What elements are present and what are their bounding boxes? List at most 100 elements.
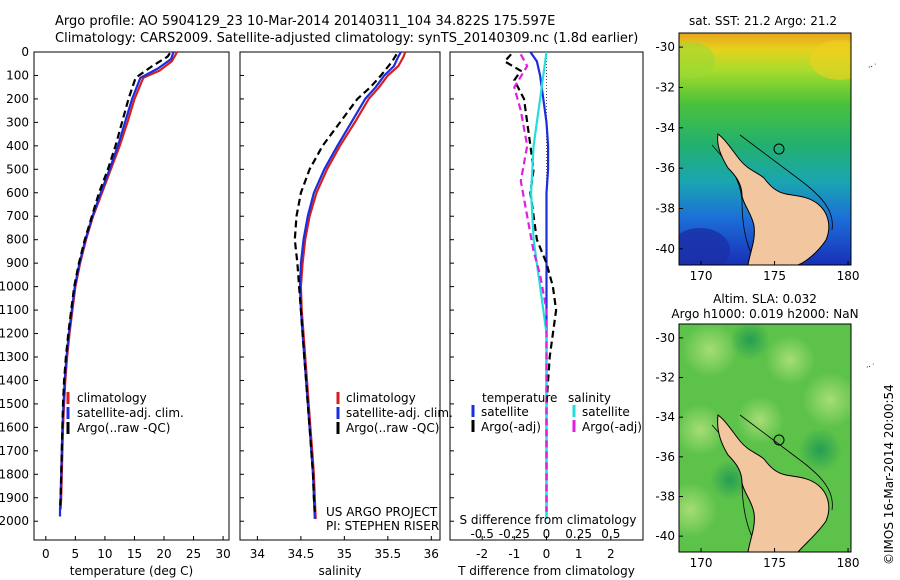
- x-tick-label: 10: [97, 547, 112, 561]
- series-line-temperature-argo-raw-qc-: [58, 52, 171, 510]
- legend-title-salinity: salinity: [568, 391, 611, 405]
- y-tick-label: 1100: [0, 303, 29, 317]
- sla-map-title-1: Altim. SLA: 0.032: [713, 292, 817, 306]
- legend-title-temperature: temperature: [482, 391, 557, 405]
- map-x-tick-label: 170: [690, 269, 713, 283]
- map-x-tick-label: 180: [837, 556, 860, 570]
- map-x-tick-label: 175: [763, 269, 786, 283]
- float-position-marker: [773, 143, 785, 155]
- temperature-plot-frame: [33, 51, 230, 541]
- map-y-tick-label: -34: [655, 410, 675, 424]
- island-dots: ·ˑ˙: [868, 63, 877, 72]
- credits-line-1: US ARGO PROJECT: [326, 505, 438, 519]
- header-line-2: Climatology: CARS2009. Satellite-adjuste…: [55, 31, 638, 46]
- no-data-strip: [853, 324, 877, 552]
- legend-label-argo: Argo(..raw -QC): [346, 421, 439, 435]
- x-tick-label-t: -2: [476, 547, 488, 561]
- series-line-salinity-satellite-adj-clim-: [298, 51, 402, 519]
- legend-label-t-satellite: satellite: [481, 405, 529, 419]
- salinity-axis-label: salinity: [318, 564, 361, 578]
- y-tick-label: 1500: [0, 397, 29, 411]
- sst-map: 170 175 180 -30 -32 -34 -36 -38 -40 ·ˑ˙: [655, 32, 877, 283]
- x-tick-label-s: -0.25: [499, 527, 530, 541]
- map-y-tick-label: -36: [655, 161, 675, 175]
- legend-label-argo: Argo(..raw -QC): [77, 421, 170, 435]
- y-tick-label: 1200: [0, 327, 29, 341]
- series-line-temperature-satellite-adj-clim-: [58, 51, 175, 517]
- y-tick-label: 0: [21, 45, 29, 59]
- y-tick-label: 1600: [0, 420, 29, 434]
- map-y-tick-label: -32: [655, 80, 675, 94]
- sst-map-ticks: 170 175 180 -30 -32 -34 -36 -38 -40: [655, 40, 859, 283]
- x-tick-label-t: 2: [607, 547, 615, 561]
- sla-map-ticks: 170 175 180 -30 -32 -34 -36 -38 -40: [655, 331, 859, 570]
- island-dots: ·ˑ˙: [866, 363, 875, 372]
- sst-map-frame: [678, 32, 852, 266]
- land-north-island: [717, 414, 830, 552]
- x-tick-label: 5: [72, 547, 80, 561]
- temperature-axis-label: temperature (deg C): [70, 564, 193, 578]
- x-tick-label-s: -0.5: [470, 527, 493, 541]
- x-tick-label: 35.5: [374, 547, 401, 561]
- t-difference-axis-label: T difference from climatology: [457, 564, 635, 578]
- salinity-legend: climatology satellite-adj. clim. Argo(..…: [336, 391, 453, 435]
- sst-map-title: sat. SST: 21.2 Argo: 21.2: [689, 14, 837, 28]
- map-y-tick-label: -36: [655, 450, 675, 464]
- axes-layer: 0100200300400500600700800900100011001200…: [0, 45, 635, 578]
- legend-label-climatology: climatology: [77, 391, 147, 405]
- sla-map: 170 175 180 -30 -32 -34 -36 -38 -40 ·ˑ˙: [655, 323, 877, 570]
- y-tick-label: 1800: [0, 467, 29, 481]
- y-tick-label: 700: [6, 209, 29, 223]
- sla-map-frame: [678, 323, 852, 553]
- map-y-tick-label: -38: [655, 202, 675, 216]
- series-line-differences-argo-adj--temperature: [503, 53, 558, 512]
- y-tick-label: 1400: [0, 373, 29, 387]
- x-tick-label: 34.5: [288, 547, 315, 561]
- y-tick-label: 800: [6, 233, 29, 247]
- y-tick-label: 1000: [0, 280, 29, 294]
- land-north-island: [717, 133, 830, 265]
- x-tick-label-t: -1: [508, 547, 520, 561]
- x-tick-label: 0: [42, 547, 50, 561]
- y-tick-label: 100: [6, 68, 29, 82]
- map-y-tick-label: -34: [655, 121, 675, 135]
- map-x-tick-label: 180: [837, 269, 860, 283]
- series-line-temperature-climatology: [59, 51, 178, 510]
- x-tick-label-t: 1: [575, 547, 583, 561]
- x-tick-label: 15: [127, 547, 142, 561]
- legend-label-s-satellite: satellite: [582, 405, 630, 419]
- s-difference-axis-label: S difference from climatology: [460, 513, 637, 527]
- y-tick-label: 1300: [0, 350, 29, 364]
- legend-label-s-argo: Argo(-adj): [582, 420, 642, 434]
- y-tick-label: 1700: [0, 444, 29, 458]
- map-y-tick-label: -40: [655, 529, 675, 543]
- legend-label-climatology: climatology: [346, 391, 416, 405]
- legend-label-satellite: satellite-adj. clim.: [346, 406, 453, 420]
- legend-label-t-argo: Argo(-adj): [481, 420, 541, 434]
- x-tick-label-s: 0: [543, 527, 551, 541]
- series-line-differences-argo-adj--salinity: [513, 53, 548, 512]
- y-tick-label: 500: [6, 162, 29, 176]
- map-x-tick-label: 170: [690, 556, 713, 570]
- temperature-legend: climatology satellite-adj. clim. Argo(..…: [66, 391, 184, 435]
- legend-label-satellite: satellite-adj. clim.: [77, 406, 184, 420]
- map-x-tick-label: 175: [763, 556, 786, 570]
- y-tick-label: 1900: [0, 491, 29, 505]
- x-tick-label: 35: [337, 547, 352, 561]
- float-position-marker: [773, 434, 785, 446]
- map-y-tick-label: -30: [655, 40, 675, 54]
- sla-map-title-2: Argo h1000: 0.019 h2000: NaN: [671, 307, 858, 321]
- y-tick-label: 400: [6, 139, 29, 153]
- map-y-tick-label: -30: [655, 331, 675, 345]
- imos-timestamp: ©IMOS 16-Mar-2014 20:00:54: [882, 384, 896, 565]
- x-tick-label: 36: [424, 547, 439, 561]
- credits-line-2: PI: STEPHEN RISER: [326, 519, 439, 533]
- difference-legend: temperature salinity satellite Argo(-adj…: [471, 391, 642, 434]
- map-y-tick-label: -32: [655, 371, 675, 385]
- salinity-plot-frame: [239, 51, 441, 541]
- map-y-tick-label: -38: [655, 489, 675, 503]
- y-tick-label: 300: [6, 115, 29, 129]
- header-line-1: Argo profile: AO 5904129_23 10-Mar-2014 …: [55, 14, 555, 29]
- series-line-salinity-argo-raw-qc-: [293, 53, 398, 512]
